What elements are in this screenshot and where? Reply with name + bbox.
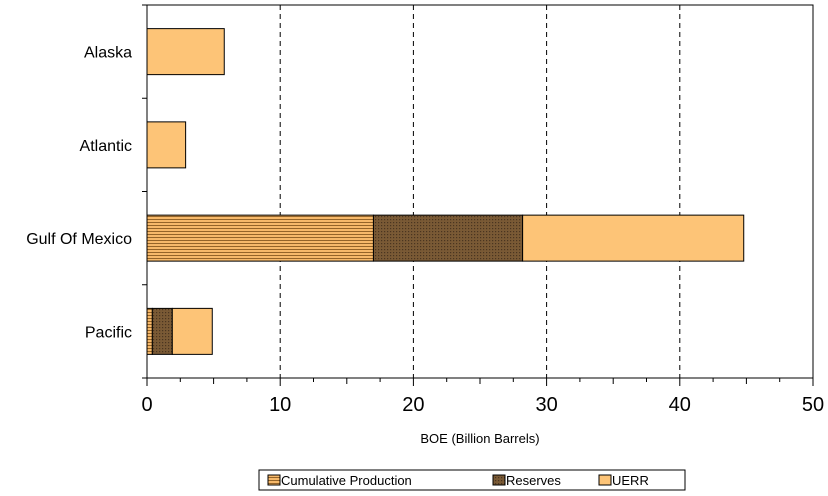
legend-label: Cumulative Production: [281, 473, 412, 488]
category-label: Gulf Of Mexico: [26, 231, 132, 248]
x-axis-title: BOE (Billion Barrels): [420, 431, 539, 446]
legend-swatch: [598, 474, 612, 486]
x-tick-label: 50: [802, 394, 824, 416]
legend-swatch: [267, 474, 281, 486]
bars: [146, 28, 745, 355]
bar-segment: [171, 307, 213, 355]
legend: Cumulative Production Reserves UERR: [258, 469, 686, 491]
x-tick-label: 30: [535, 394, 557, 416]
bar-segment: [146, 28, 225, 76]
category-label: Alaska: [84, 45, 132, 62]
bar-segment: [146, 214, 374, 262]
bar-segment: [151, 307, 173, 355]
category-label: Atlantic: [80, 138, 132, 155]
bar-segment: [372, 214, 524, 262]
legend-swatch: [492, 474, 506, 486]
plot-area: [146, 4, 814, 379]
plot-frame: [146, 4, 814, 379]
x-tick-label: 40: [669, 394, 691, 416]
x-axis: 0 10 20 30 40 50 BOE (Billion Barrels): [141, 378, 824, 446]
category-label: Pacific: [85, 324, 132, 341]
x-tick-label: 20: [402, 394, 424, 416]
legend-label: Reserves: [506, 473, 561, 488]
x-tick-label: 10: [269, 394, 291, 416]
x-tick-label: 0: [141, 394, 152, 416]
bar-segment: [522, 214, 745, 262]
y-axis: Alaska Atlantic Gulf Of Mexico Pacific: [26, 4, 147, 379]
legend-frame: [258, 469, 686, 491]
legend-label: UERR: [612, 473, 649, 488]
bar-segment: [146, 307, 153, 355]
bar-segment: [146, 121, 187, 169]
